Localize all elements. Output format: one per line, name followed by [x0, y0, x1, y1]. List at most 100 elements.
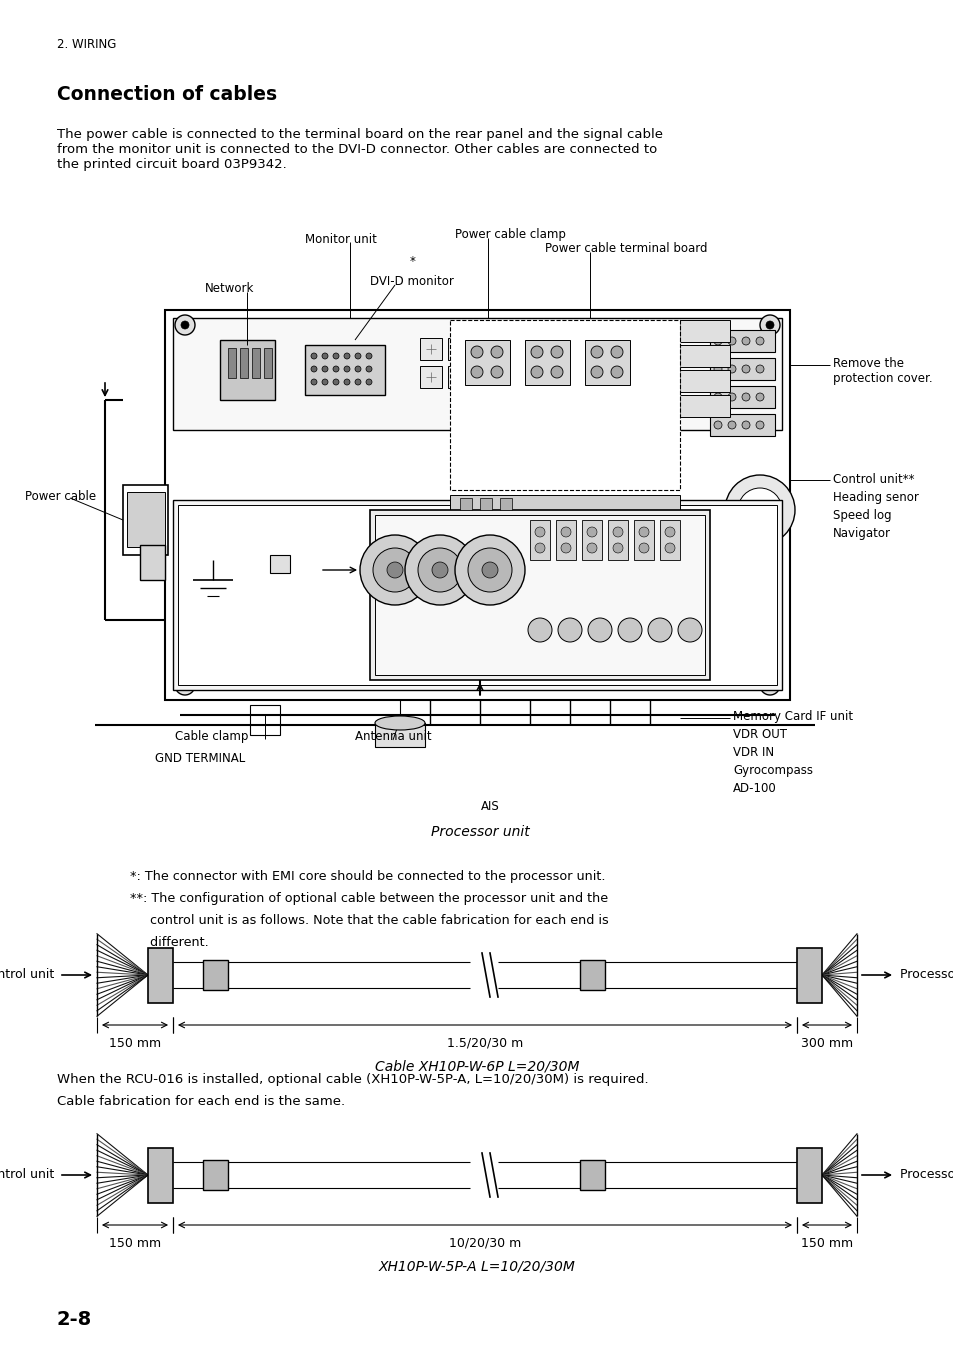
Text: Speed log: Speed log [832, 509, 891, 522]
Bar [709, 358, 774, 379]
Text: Power cable terminal board: Power cable terminal board [544, 242, 707, 255]
Circle shape [527, 618, 552, 643]
Bar [127, 491, 165, 547]
Circle shape [531, 366, 542, 378]
Circle shape [355, 379, 360, 385]
Circle shape [344, 379, 350, 385]
Text: Network: Network [205, 282, 254, 296]
Circle shape [355, 366, 360, 373]
Bar [448, 366, 470, 387]
Circle shape [678, 618, 701, 643]
Bar [559, 366, 581, 387]
Circle shape [322, 352, 328, 359]
Circle shape [727, 393, 735, 401]
Circle shape [491, 346, 502, 358]
Bar [709, 386, 774, 408]
Circle shape [333, 379, 338, 385]
Text: Gyrocompass: Gyrocompass [732, 764, 812, 778]
Bar [220, 340, 274, 400]
Bar [476, 338, 497, 360]
Circle shape [333, 352, 338, 359]
Bar [532, 366, 554, 387]
Bar [579, 960, 604, 990]
Circle shape [359, 535, 430, 605]
Circle shape [590, 366, 602, 378]
Text: different.: different. [130, 936, 209, 949]
Bar [499, 498, 512, 510]
Circle shape [741, 364, 749, 373]
Circle shape [551, 366, 562, 378]
Text: XH10P-W-5P-A L=10/20/30M: XH10P-W-5P-A L=10/20/30M [378, 1260, 575, 1274]
Circle shape [366, 352, 372, 359]
Circle shape [610, 366, 622, 378]
Text: *: The connector with EMI core should be connected to the processor unit.: *: The connector with EMI core should be… [130, 869, 605, 883]
Bar [148, 948, 172, 1003]
Text: Cable clamp: Cable clamp [174, 730, 248, 742]
Circle shape [344, 366, 350, 373]
Circle shape [590, 346, 602, 358]
Circle shape [560, 543, 571, 554]
Circle shape [765, 321, 773, 329]
Text: 2-8: 2-8 [57, 1310, 92, 1328]
Bar [679, 346, 729, 367]
Bar [450, 495, 679, 517]
Bar [165, 310, 789, 701]
Circle shape [755, 364, 763, 373]
Text: **: The configuration of optional cable between the processor unit and the: **: The configuration of optional cable … [130, 892, 607, 904]
Bar [679, 370, 729, 392]
Bar [796, 1148, 821, 1203]
Circle shape [531, 346, 542, 358]
Circle shape [751, 502, 767, 518]
Text: *: * [410, 255, 416, 269]
Circle shape [181, 321, 189, 329]
Bar [250, 705, 280, 734]
Text: Control unit: Control unit [0, 968, 54, 981]
Bar [634, 520, 654, 560]
Circle shape [713, 421, 721, 429]
Bar [228, 348, 235, 378]
Bar [130, 495, 160, 545]
Circle shape [713, 338, 721, 346]
Circle shape [311, 379, 316, 385]
Bar [679, 396, 729, 417]
Circle shape [174, 675, 194, 695]
Bar [305, 346, 385, 396]
Circle shape [471, 346, 482, 358]
Circle shape [738, 487, 781, 532]
Circle shape [174, 315, 194, 335]
Bar [148, 1148, 172, 1203]
Text: Remove the
protection cover.: Remove the protection cover. [832, 356, 932, 385]
Bar [584, 340, 629, 385]
Text: Memory Card IF unit: Memory Card IF unit [732, 710, 852, 724]
Bar [252, 348, 260, 378]
Text: 150 mm: 150 mm [801, 1237, 852, 1250]
Circle shape [610, 346, 622, 358]
Circle shape [755, 393, 763, 401]
Circle shape [586, 543, 597, 554]
Circle shape [713, 364, 721, 373]
Circle shape [713, 393, 721, 401]
Circle shape [613, 526, 622, 537]
Bar [370, 510, 709, 680]
Bar [476, 366, 497, 387]
Bar [203, 1160, 228, 1189]
Circle shape [586, 526, 597, 537]
Circle shape [724, 475, 794, 545]
Circle shape [727, 364, 735, 373]
Text: Cable XH10P-W-6P L=20/30M: Cable XH10P-W-6P L=20/30M [375, 1060, 578, 1075]
Bar [172, 319, 781, 431]
Text: 1.5/20/30 m: 1.5/20/30 m [446, 1037, 522, 1050]
Bar [459, 498, 472, 510]
Bar [587, 366, 609, 387]
Circle shape [760, 315, 780, 335]
Text: VDR OUT: VDR OUT [732, 728, 786, 741]
Circle shape [639, 526, 648, 537]
Circle shape [741, 421, 749, 429]
Circle shape [387, 562, 402, 578]
Text: Power cable: Power cable [25, 490, 96, 504]
Bar [419, 338, 441, 360]
Circle shape [468, 548, 512, 593]
Bar [659, 520, 679, 560]
Text: GND TERMINAL: GND TERMINAL [154, 752, 245, 765]
Text: Antenna unit: Antenna unit [355, 730, 431, 742]
